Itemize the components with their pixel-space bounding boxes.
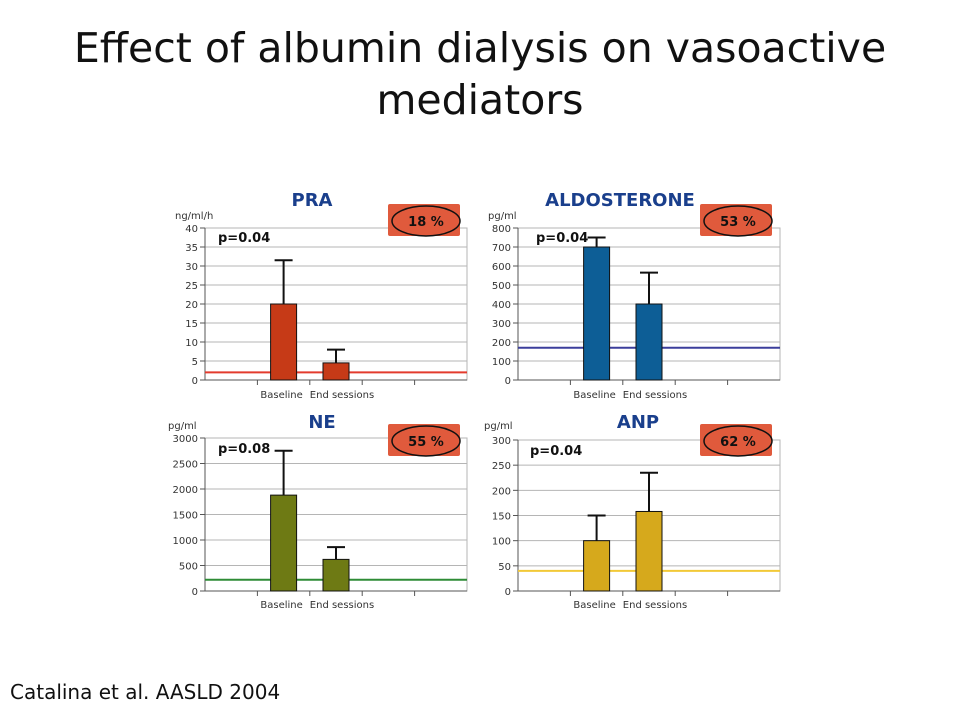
y-tick-label: 500 [492,281,511,292]
x-category-label: Baseline [573,390,615,401]
x-category-label: Baseline [573,600,615,611]
y-tick-label: 0 [505,587,511,598]
bar-baseline [583,540,611,592]
bar-end-sessions [322,558,350,592]
chart-title: ALDOSTERONE [545,190,695,211]
badge-ring [391,205,461,237]
badge-background [388,424,460,456]
y-tick-label: 10 [185,338,198,349]
y-tick-label: 30 [185,262,198,273]
y-tick-label: 40 [185,224,198,235]
y-unit-label: pg/ml [484,421,513,432]
x-category-label: Baseline [260,390,302,401]
y-tick-label: 600 [492,262,511,273]
plot-area [517,227,781,381]
plot-area [204,227,468,381]
chart-panel-anp: 0 50 100 150 200 250 300 Baseline End sessions AN… [484,412,781,611]
change-percentage: 18 % [408,215,444,230]
badge-ring [391,425,461,457]
plot-area [204,437,468,592]
y-tick-label: 100 [492,537,511,548]
y-tick-label: 2500 [173,460,198,471]
y-tick-label: 0 [505,376,511,387]
y-tick-label: 2000 [173,485,198,496]
y-unit-label: pg/ml [168,421,197,432]
y-unit-label: ng/ml/h [175,211,213,222]
y-tick-label: 500 [179,562,198,573]
y-tick-label: 35 [185,243,198,254]
change-percentage: 62 % [720,435,756,450]
y-tick-label: 700 [492,243,511,254]
bar-baseline [583,246,611,381]
y-tick-label: 0 [192,587,198,598]
p-value-label: p=0.08 [218,442,270,457]
y-tick-label: 15 [185,319,198,330]
change-badge: 18 % [388,204,461,237]
slide-title: Effect of albumin dialysis on vasoactive… [73,24,887,124]
y-tick-label: 250 [492,461,511,472]
plot-area [517,439,781,592]
y-unit-label: pg/ml [488,211,517,222]
x-category-label: End sessions [310,600,374,611]
bar-end-sessions [322,362,350,381]
bar-end-sessions [635,510,663,592]
y-tick-label: 300 [492,319,511,330]
badge-ring [703,425,773,457]
badge-background [700,424,772,456]
y-tick-label: 400 [492,300,511,311]
bar-baseline [270,303,298,381]
chart-title: PRA [292,190,333,211]
change-badge: 62 % [700,424,773,457]
badge-background [700,204,772,236]
chart-panel-aldosterone: 0 100 200 300 400 500 600 700 800 Baseline End ses… [488,190,781,401]
change-percentage: 53 % [720,215,756,230]
chart-title: NE [308,412,335,433]
bar-end-sessions [635,303,663,381]
chart-panel-ne: 0 500 1000 1500 2000 2500 3000 Baseline End sess… [168,412,468,611]
y-tick-label: 300 [492,436,511,447]
y-tick-label: 50 [498,562,511,573]
p-value-label: p=0.04 [218,231,270,246]
y-tick-label: 3000 [173,434,198,445]
y-tick-label: 0 [192,376,198,387]
y-tick-label: 100 [492,357,511,368]
badge-background [388,204,460,236]
bar-baseline [270,494,298,592]
change-percentage: 55 % [408,435,444,450]
y-tick-label: 25 [185,281,198,292]
x-category-label: End sessions [623,600,687,611]
p-value-label: p=0.04 [536,231,588,246]
x-category-label: End sessions [310,390,374,401]
chart-title: ANP [617,412,659,433]
y-tick-label: 150 [492,512,511,523]
y-tick-label: 200 [492,338,511,349]
citation: Catalina et al. AASLD 2004 [10,680,281,704]
change-badge: 55 % [388,424,461,457]
y-tick-label: 800 [492,224,511,235]
y-tick-label: 5 [192,357,198,368]
change-badge: 53 % [700,204,773,237]
chart-panel-pra: 0 5 10 15 20 25 30 35 40 Baseline End sessions PRA n… [175,190,468,401]
badge-ring [703,205,773,237]
p-value-label: p=0.04 [530,444,582,459]
y-tick-label: 1000 [173,536,198,547]
x-category-label: End sessions [623,390,687,401]
y-tick-label: 200 [492,486,511,497]
x-category-label: Baseline [260,600,302,611]
y-tick-label: 1500 [173,511,198,522]
y-tick-label: 20 [185,300,198,311]
